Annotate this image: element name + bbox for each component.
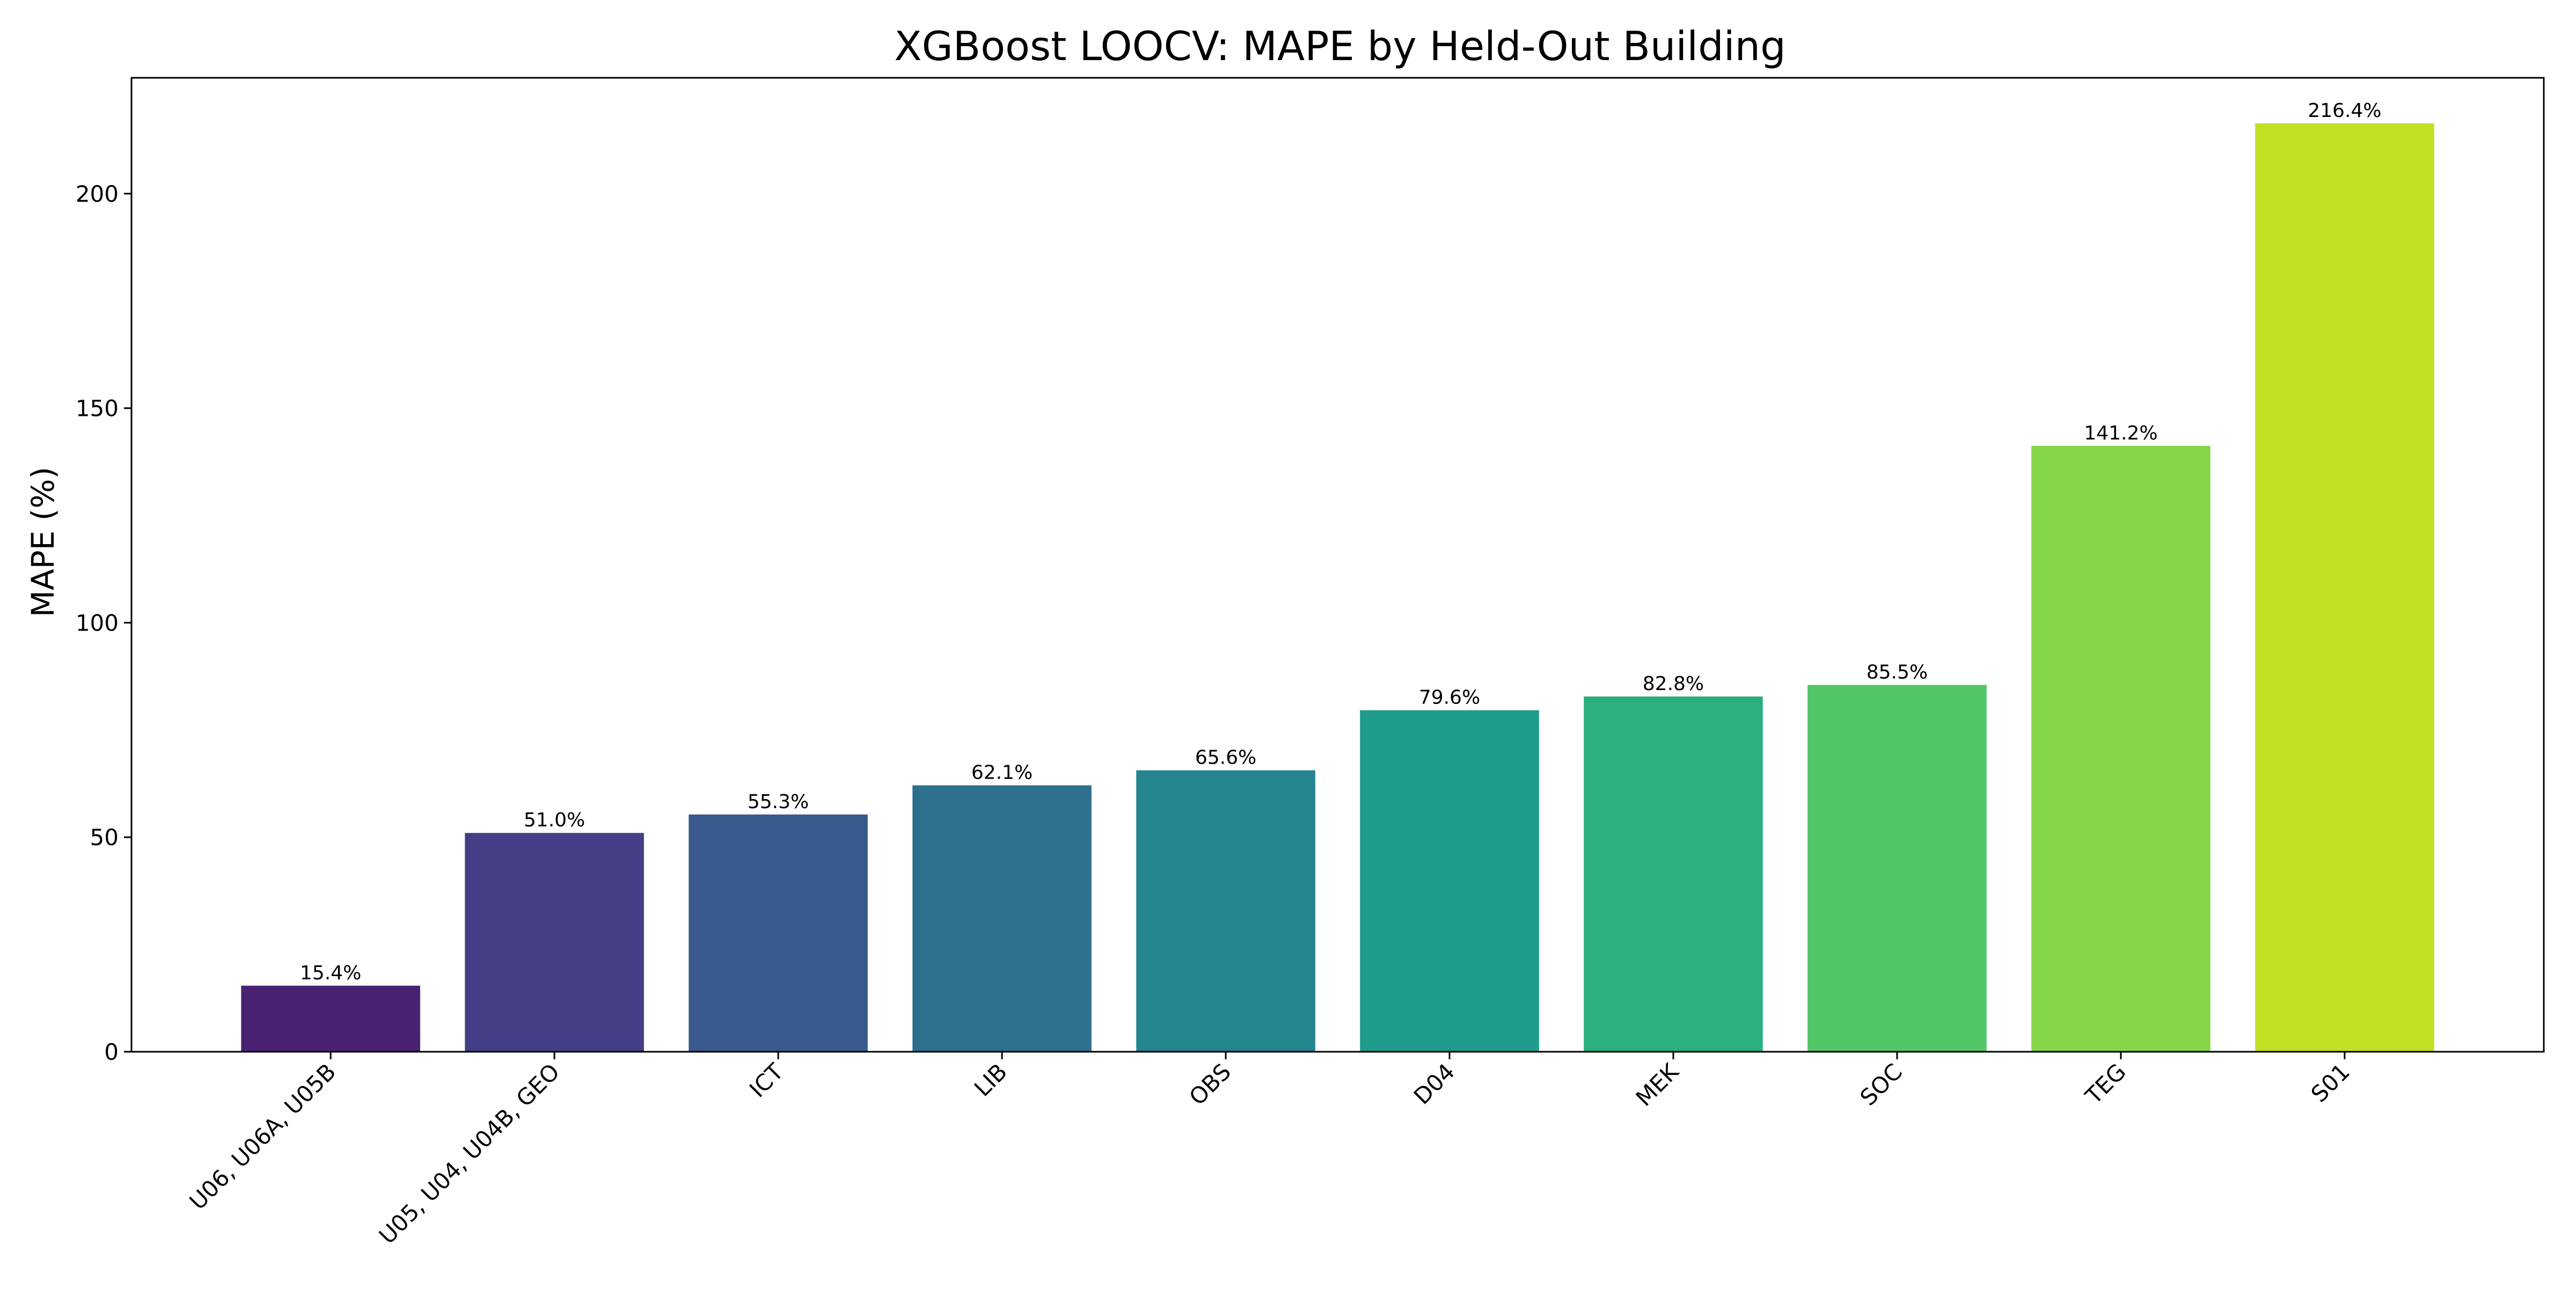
plot-frame [130,77,2545,1053]
bar-value-label: 216.4% [2308,100,2381,122]
bar [1584,696,1763,1052]
chart-title: XGBoost LOOCV: MAPE by Held-Out Building [894,23,1785,70]
y-axis-label: MAPE (%) [25,467,61,617]
bar-value-label: 85.5% [1867,661,1928,683]
bar-value-label: 79.6% [1419,687,1480,709]
bar [2031,446,2211,1052]
bar [1360,710,1539,1052]
y-axis: 0 50 100 150 200 [76,181,131,1065]
bar-value-label: 82.8% [1643,673,1704,695]
bar-value-label: 62.1% [971,761,1033,783]
bar [912,785,1092,1052]
bar [1136,770,1315,1052]
bar [1807,685,1987,1052]
bar [2255,123,2434,1052]
bar-value-label: 141.2% [2084,422,2157,444]
y-tick-label: 50 [90,824,119,851]
bars [241,123,2434,1052]
bar-value-label: 55.3% [748,791,809,813]
bar-value-label: 51.0% [524,809,585,831]
bar-value-labels: 15.4% 51.0% 55.3% 62.1% 65.6% 79.6% 82.8% 85.5%… [300,100,2382,984]
bar [689,814,868,1052]
bar [241,985,420,1052]
y-tick-label: 150 [76,395,119,422]
y-tick-label: 100 [76,610,119,636]
bar-value-label: 15.4% [300,962,361,984]
bar [465,833,644,1052]
y-tick-label: 200 [76,181,119,207]
y-tick-label: 0 [104,1039,119,1065]
bar-value-label: 65.6% [1195,746,1256,768]
